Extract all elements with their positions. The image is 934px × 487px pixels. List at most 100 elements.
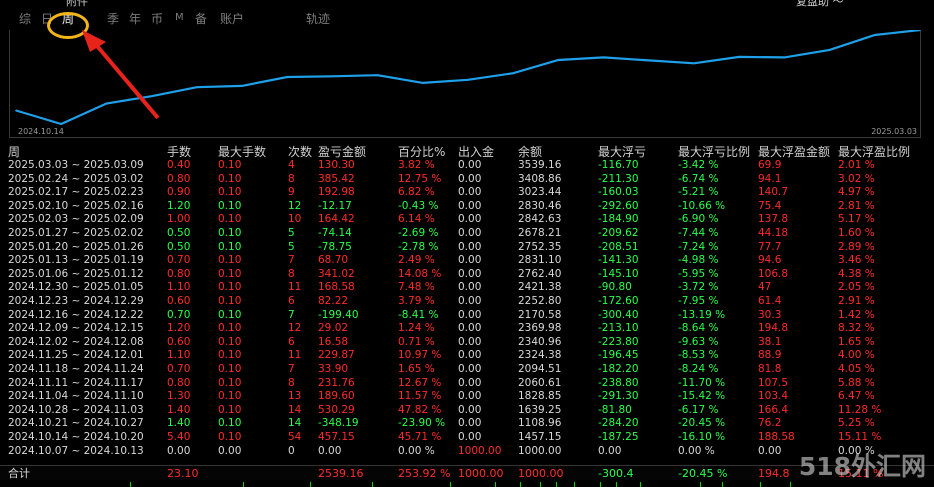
table-row[interactable]: 2024.11.18 ~ 2024.11.24 0.70 0.10 7 33.90 1.6… [0, 363, 934, 377]
col-week[interactable]: 周 [8, 145, 21, 159]
equity-point [241, 85, 243, 87]
cell-max-float-profit-pct: 5.25 % [838, 417, 875, 430]
cell-pnl: 341.02 [318, 267, 355, 280]
cell-pct: 0.00 % [398, 444, 435, 457]
cell-max-float-loss: -145.10 [598, 267, 639, 280]
cell-max-float-profit-pct: 15.11 % [838, 431, 882, 443]
tab-account[interactable]: 账户 [220, 12, 245, 26]
table-row[interactable]: 2025.01.06 ~ 2025.01.12 0.80 0.10 8 341.02 14… [0, 268, 934, 282]
table-row[interactable]: 2024.12.23 ~ 2024.12.29 0.60 0.10 6 82.22 3.7… [0, 295, 934, 309]
tab-summary[interactable]: 综 [19, 12, 32, 26]
cell-pct: 6.82 % [398, 186, 435, 199]
cell-pnl: 29.02 [318, 322, 349, 335]
period-tabs: 综 日 周 季 年 币 M 备 账户 轨迹 [0, 8, 934, 39]
table-row[interactable]: 2025.02.03 ~ 2025.02.09 1.00 0.10 10 164.42 6… [0, 213, 934, 227]
table-row[interactable]: 2025.03.03 ~ 2025.03.09 0.40 0.10 4 130.30 3.… [0, 159, 934, 173]
equity-point [196, 86, 198, 88]
col-pnl[interactable]: 盈亏金额 [318, 145, 367, 159]
equity-point [919, 30, 921, 31]
cell-deposit: 0.00 [458, 403, 482, 416]
cell-max-float-profit: 44.18 [758, 227, 789, 239]
cell-count: 5 [288, 227, 295, 239]
cell-lots: 0.60 [167, 335, 191, 348]
col-max-float-loss[interactable]: 最大浮亏 [598, 145, 647, 159]
equity-point [467, 78, 469, 81]
cell-max-float-loss: -300.40 [598, 308, 639, 321]
table-row[interactable]: 2025.01.13 ~ 2025.01.19 0.70 0.10 7 68.70 2.4… [0, 254, 934, 268]
table-row[interactable]: 2024.10.28 ~ 2024.11.03 1.40 0.10 14 530.29 4… [0, 404, 934, 418]
cell-max-float-profit-pct: 4.97 % [838, 186, 875, 199]
cell-pct: -23.90 % [398, 417, 446, 430]
tab-trajectory[interactable]: 轨迹 [306, 12, 331, 26]
equity-point [60, 123, 62, 125]
equity-line [15, 30, 921, 126]
cell-max-float-loss-pct: -7.95 % [678, 295, 719, 307]
cell-max-float-loss-pct: 0.00 % [678, 444, 715, 457]
table-row[interactable]: 2024.10.07 ~ 2024.10.13 0.00 0.00 0 0.00 0.00… [0, 445, 934, 459]
cell-week: 2025.01.06 ~ 2025.01.12 [8, 267, 144, 280]
table-row[interactable]: 2024.10.14 ~ 2024.10.20 5.40 0.10 54 457.15 4… [0, 431, 934, 445]
tab-m[interactable]: M [175, 12, 184, 23]
table-row[interactable]: 2024.11.11 ~ 2024.11.17 0.80 0.10 8 231.76 12… [0, 377, 934, 391]
equity-chart: 2024.10.14 2025.03.03 [9, 30, 921, 138]
cell-max-float-profit-pct: 0.00 % [838, 444, 875, 457]
cell-pct: 6.14 % [398, 213, 435, 226]
cell-lots: 1.20 [167, 199, 191, 212]
cell-balance: 2324.38 [518, 349, 562, 362]
cell-balance: 1639.25 [518, 403, 562, 416]
col-count[interactable]: 次数 [288, 145, 313, 159]
table-row[interactable]: 2024.11.04 ~ 2024.11.10 1.30 0.10 13 189.60 1… [0, 390, 934, 404]
cell-count: 14 [288, 403, 302, 416]
col-max-float-loss-pct[interactable]: 最大浮亏比例 [678, 145, 751, 159]
cell-balance: 2060.61 [518, 376, 562, 389]
col-pct[interactable]: 百分比% [398, 145, 446, 159]
table-row[interactable]: 2024.12.16 ~ 2024.12.22 0.70 0.10 7 -199.40 -… [0, 309, 934, 323]
total-balance: 1000.00 [518, 467, 564, 480]
equity-point [376, 74, 379, 77]
table-row[interactable]: 2025.02.10 ~ 2025.02.16 1.20 0.10 12 -12.17 -… [0, 200, 934, 214]
table-row[interactable]: 2025.01.20 ~ 2025.01.26 0.50 0.10 5 -78.75 -2… [0, 241, 934, 255]
col-balance[interactable]: 余额 [518, 145, 543, 159]
cell-pct: 7.48 % [398, 281, 435, 294]
cell-deposit: 0.00 [458, 186, 482, 199]
cell-max-lots: 0.10 [218, 267, 242, 280]
cell-week: 2024.12.16 ~ 2024.12.22 [8, 308, 144, 321]
table-row[interactable]: 2024.12.30 ~ 2025.01.05 1.10 0.10 11 168.58 7… [0, 281, 934, 295]
tab-notes[interactable]: 备 [195, 12, 208, 26]
table-row[interactable]: 2024.12.09 ~ 2024.12.15 1.20 0.10 12 29.02 1.… [0, 322, 934, 336]
tab-currency[interactable]: 币 [151, 12, 164, 26]
cell-count: 7 [288, 308, 295, 321]
col-max-lots[interactable]: 最大手数 [218, 145, 267, 159]
cell-max-float-profit: 137.8 [758, 213, 789, 226]
cell-max-float-loss: -209.62 [598, 227, 639, 239]
col-max-float-profit[interactable]: 最大浮盈金额 [758, 145, 831, 159]
cell-max-lots: 0.10 [218, 335, 242, 348]
cell-pct: 45.71 % [398, 431, 442, 443]
cell-balance: 2752.35 [518, 240, 562, 253]
table-row[interactable]: 2025.02.24 ~ 2025.03.02 0.80 0.10 8 385.42 12… [0, 173, 934, 187]
tab-year[interactable]: 年 [129, 12, 142, 26]
cell-lots: 0.80 [167, 172, 191, 185]
cell-lots: 0.50 [167, 240, 191, 253]
cell-max-float-profit-pct: 2.01 % [838, 159, 875, 171]
col-max-float-profit-pct[interactable]: 最大浮盈比例 [838, 145, 911, 159]
cell-pnl: 231.76 [318, 376, 355, 389]
cell-max-lots: 0.10 [218, 349, 242, 362]
table-row[interactable]: 2024.12.02 ~ 2024.12.08 0.60 0.10 6 16.58 0.7… [0, 336, 934, 350]
table-row[interactable]: 2025.01.27 ~ 2025.02.02 0.50 0.10 5 -74.14 -2… [0, 227, 934, 241]
cell-max-float-loss-pct: -3.42 % [678, 159, 719, 171]
table-row[interactable]: 2024.11.25 ~ 2024.12.01 1.10 0.10 11 229.87 1… [0, 349, 934, 363]
equity-chart-svg [15, 30, 921, 126]
table-row[interactable]: 2024.10.21 ~ 2024.10.27 1.40 0.10 14 -348.19… [0, 417, 934, 431]
cell-lots: 0.90 [167, 186, 191, 199]
col-deposit[interactable]: 出入金 [458, 145, 495, 159]
tab-quarter[interactable]: 季 [107, 12, 120, 26]
col-lots[interactable]: 手数 [167, 145, 192, 159]
total-pnl: 2539.16 [318, 467, 364, 480]
cell-max-float-loss-pct: -5.21 % [678, 186, 719, 199]
table-row[interactable]: 2025.02.17 ~ 2025.02.23 0.90 0.10 9 192.98 6.… [0, 186, 934, 200]
cell-max-float-profit-pct: 2.81 % [838, 199, 875, 212]
equity-point [331, 75, 334, 78]
strip-tick [790, 482, 791, 487]
cell-max-lots: 0.10 [218, 431, 242, 443]
